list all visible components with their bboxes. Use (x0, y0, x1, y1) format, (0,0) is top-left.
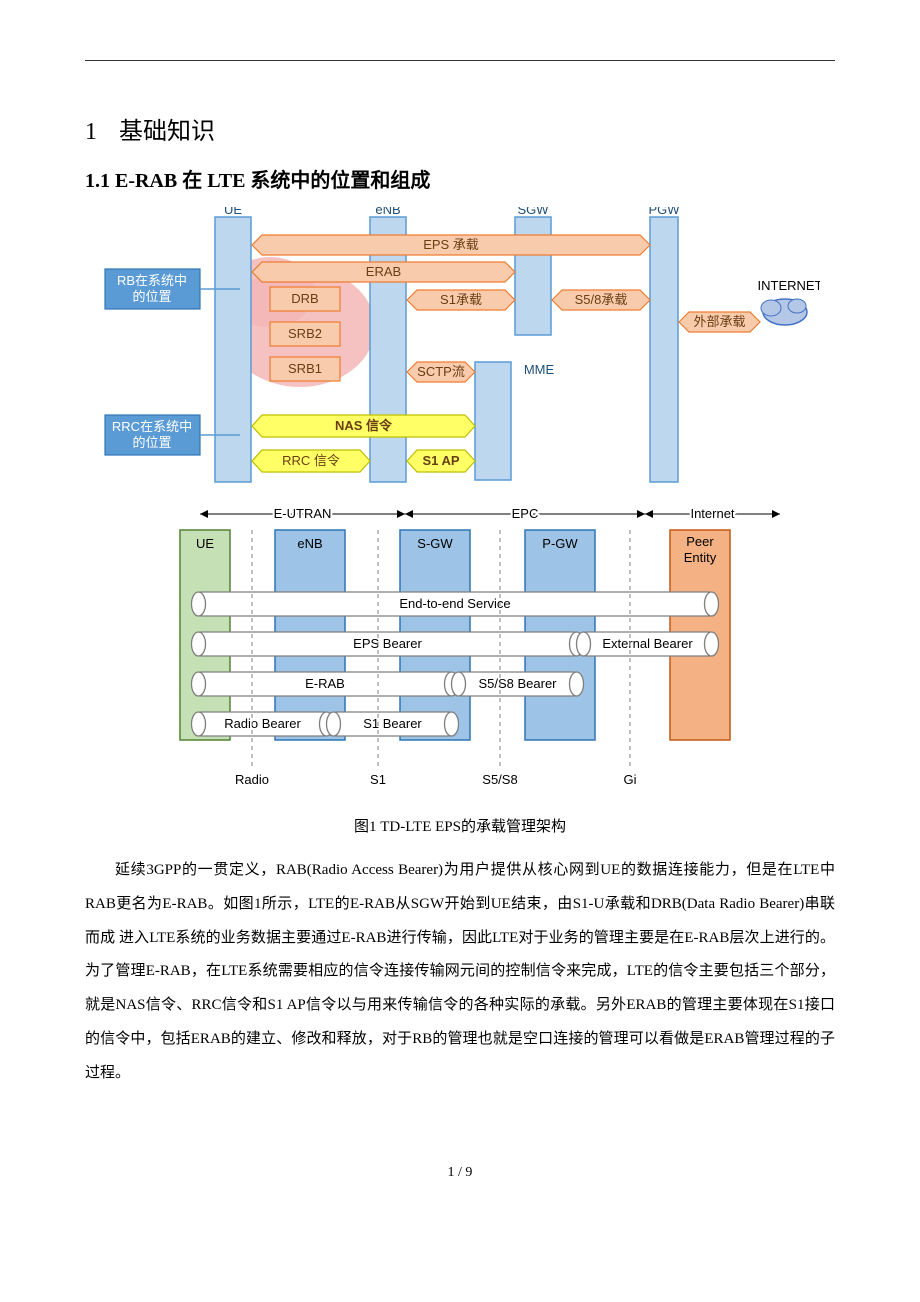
svg-text:外部承载: 外部承载 (693, 314, 745, 329)
svg-text:P-GW: P-GW (542, 536, 578, 551)
svg-text:EPS 承载: EPS 承载 (423, 237, 479, 252)
svg-text:E-UTRAN: E-UTRAN (274, 506, 332, 521)
figure-caption: 图1 TD-LTE EPS的承载管理架构 (85, 815, 835, 836)
svg-text:S5/8承载: S5/8承载 (575, 292, 628, 307)
svg-text:INTERNET: INTERNET (758, 278, 821, 293)
svg-text:S1 AP: S1 AP (422, 453, 459, 468)
svg-text:E-RAB: E-RAB (305, 676, 345, 691)
svg-text:S5/S8 Bearer: S5/S8 Bearer (478, 676, 557, 691)
svg-text:ERAB: ERAB (366, 264, 401, 279)
svg-text:DRB: DRB (291, 291, 318, 306)
svg-text:Internet: Internet (690, 506, 734, 521)
svg-text:MME: MME (524, 362, 555, 377)
svg-text:的位置: 的位置 (132, 289, 171, 304)
svg-text:RRC在系统中: RRC在系统中 (112, 419, 192, 434)
svg-text:RB在系统中: RB在系统中 (117, 273, 187, 288)
diagram-bottom: E-UTRAN EPC Internet UE eNB S-GW P-GW PeerEntit… (100, 502, 820, 802)
svg-text:Radio: Radio (235, 772, 269, 787)
svg-text:S1: S1 (370, 772, 386, 787)
figure-1: UE eNB SGW PGW MME EPS 承载 ERAB S1承载 S5/8承载外部承载 DR… (85, 207, 835, 807)
svg-text:External Bearer: External Bearer (602, 636, 693, 651)
subsection-heading: 1.1 E-RAB 在 LTE 系统中的位置和组成 (85, 164, 835, 193)
diagram-top: UE eNB SGW PGW MME EPS 承载 ERAB S1承载 S5/8承载外部承载 DR… (100, 207, 820, 497)
svg-text:UE: UE (196, 536, 214, 551)
svg-text:Radio Bearer: Radio Bearer (224, 716, 301, 731)
svg-text:S-GW: S-GW (417, 536, 453, 551)
section-title: 基础知识 (119, 119, 215, 145)
svg-text:S1承载: S1承载 (440, 292, 482, 307)
svg-text:End-to-end Service: End-to-end Service (399, 596, 510, 611)
svg-text:SRB2: SRB2 (288, 326, 322, 341)
svg-text:RRC 信令: RRC 信令 (282, 453, 340, 468)
svg-text:Entity: Entity (684, 550, 717, 565)
body-paragraph: 延续3GPP的一贯定义，RAB(Radio Access Bearer)为用户提… (85, 854, 835, 1090)
svg-text:的位置: 的位置 (132, 435, 171, 450)
header-rule (85, 60, 835, 61)
svg-text:SGW: SGW (517, 207, 549, 217)
svg-text:eNB: eNB (297, 536, 322, 551)
svg-text:S1 Bearer: S1 Bearer (363, 716, 422, 731)
svg-text:Peer: Peer (686, 534, 714, 549)
svg-text:EPC: EPC (512, 506, 539, 521)
page-number: 1 / 9 (85, 1165, 835, 1181)
svg-text:Gi: Gi (624, 772, 637, 787)
svg-text:eNB: eNB (375, 207, 400, 217)
section-heading: 1 基础知识 (85, 111, 835, 146)
svg-text:SCTP流: SCTP流 (417, 364, 465, 379)
svg-text:UE: UE (224, 207, 242, 217)
svg-text:SRB1: SRB1 (288, 361, 322, 376)
section-number: 1 (85, 119, 97, 145)
svg-text:PGW: PGW (648, 207, 680, 217)
svg-text:EPS Bearer: EPS Bearer (353, 636, 422, 651)
svg-text:S5/S8: S5/S8 (482, 772, 517, 787)
svg-text:NAS 信令: NAS 信令 (335, 418, 393, 433)
